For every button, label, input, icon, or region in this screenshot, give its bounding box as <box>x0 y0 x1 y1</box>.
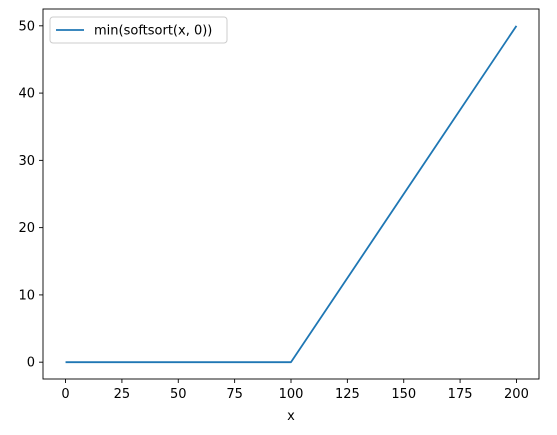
legend-label: min(softsort(x, 0)) <box>94 24 212 39</box>
plot-frame <box>42 8 540 380</box>
plot-marks <box>65 25 518 364</box>
y-tick-label: 40 <box>18 87 35 102</box>
x-tick-label: 125 <box>335 387 360 402</box>
x-tick-label: 75 <box>226 387 243 402</box>
x-tick-label: 25 <box>114 387 131 402</box>
legend: min(softsort(x, 0)) <box>49 16 228 44</box>
y-tick-label: 30 <box>18 154 35 169</box>
y-tick-label: 50 <box>18 19 35 34</box>
y-tick-label: 0 <box>27 356 35 371</box>
series-line-0 <box>65 25 518 364</box>
y-tick-label: 10 <box>18 288 35 303</box>
x-tick-label: 175 <box>448 387 473 402</box>
axes: 0 25 50 75 100 125 150 175 200 0 10 20 30 40 50 <box>18 8 540 402</box>
x-axis-label: x <box>287 409 295 424</box>
x-tick-label: 100 <box>279 387 304 402</box>
x-tick-label: 0 <box>61 387 69 402</box>
y-tick-label: 20 <box>18 221 35 236</box>
x-tick-label: 150 <box>391 387 416 402</box>
legend-box <box>49 16 228 44</box>
x-tick-label: 200 <box>504 387 529 402</box>
x-tick-label: 50 <box>170 387 187 402</box>
